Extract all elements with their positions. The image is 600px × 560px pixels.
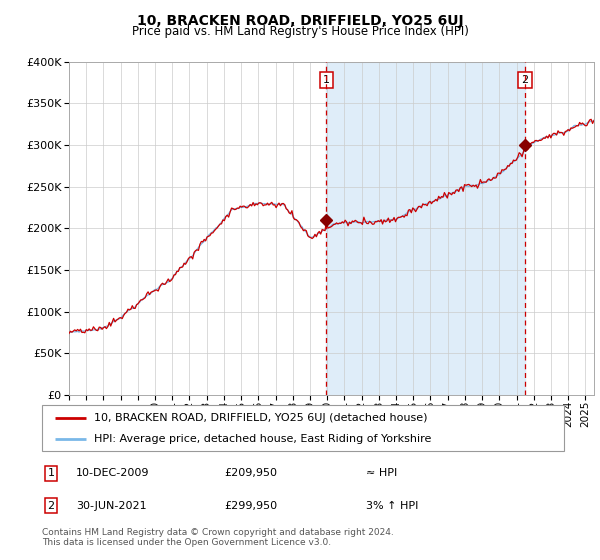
Text: 2: 2 [521, 75, 529, 85]
Text: 10-DEC-2009: 10-DEC-2009 [76, 468, 149, 478]
Text: ≈ HPI: ≈ HPI [365, 468, 397, 478]
Text: Contains HM Land Registry data © Crown copyright and database right 2024.
This d: Contains HM Land Registry data © Crown c… [42, 528, 394, 547]
Text: 3% ↑ HPI: 3% ↑ HPI [365, 501, 418, 511]
Text: HPI: Average price, detached house, East Riding of Yorkshire: HPI: Average price, detached house, East… [94, 435, 431, 444]
Text: 10, BRACKEN ROAD, DRIFFIELD, YO25 6UJ: 10, BRACKEN ROAD, DRIFFIELD, YO25 6UJ [137, 14, 463, 28]
Text: 2: 2 [47, 501, 55, 511]
Text: £209,950: £209,950 [224, 468, 278, 478]
Text: 1: 1 [323, 75, 330, 85]
Text: £299,950: £299,950 [224, 501, 278, 511]
FancyBboxPatch shape [42, 405, 564, 451]
Bar [326, 62, 525, 395]
Text: 10, BRACKEN ROAD, DRIFFIELD, YO25 6UJ (detached house): 10, BRACKEN ROAD, DRIFFIELD, YO25 6UJ (d… [94, 413, 428, 423]
Text: Price paid vs. HM Land Registry's House Price Index (HPI): Price paid vs. HM Land Registry's House … [131, 25, 469, 38]
Text: 1: 1 [47, 468, 55, 478]
Text: 30-JUN-2021: 30-JUN-2021 [76, 501, 146, 511]
